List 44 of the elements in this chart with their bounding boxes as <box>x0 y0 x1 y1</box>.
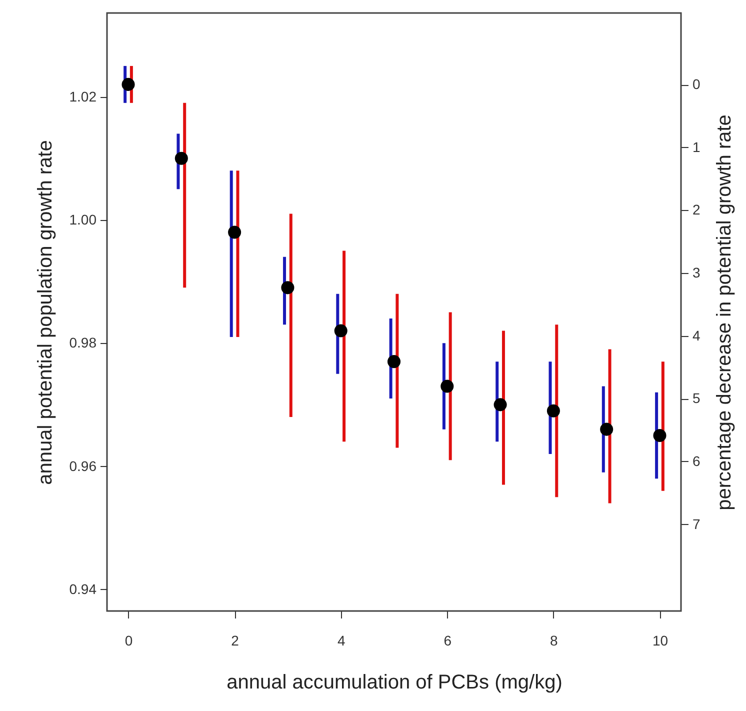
bar <box>555 324 558 498</box>
bar <box>289 214 292 418</box>
point <box>228 226 242 239</box>
point <box>174 152 188 165</box>
y2-tick-label: 3 <box>692 264 700 281</box>
y2-tick-label: 0 <box>692 76 700 92</box>
point <box>440 380 454 393</box>
y-tick-label: 0.96 <box>69 458 97 474</box>
point <box>494 398 507 412</box>
x-tick-label: 6 <box>444 632 452 648</box>
y2-tick-label: 7 <box>692 516 700 532</box>
point <box>600 422 614 436</box>
point <box>546 404 560 418</box>
x-tick-label: 8 <box>550 632 558 648</box>
x-tick-label: 2 <box>231 632 240 648</box>
y-axis-title: annual potential population growth rate <box>34 140 56 485</box>
y2-tick-label: 4 <box>692 327 700 344</box>
x-axis-title: annual accumulation of PCBs (mg/kg) <box>226 672 562 694</box>
point <box>281 281 294 294</box>
y-tick-label: 1.00 <box>69 211 97 228</box>
y-tick-label: 0.98 <box>69 334 97 351</box>
y2-tick-label: 2 <box>692 202 700 218</box>
bar <box>342 250 346 442</box>
y2-axis-title: percentage decrease in potential growth rate <box>713 114 736 510</box>
bar <box>230 170 233 337</box>
point <box>653 428 666 442</box>
y2-tick-label: 5 <box>692 390 700 406</box>
bar <box>661 362 664 491</box>
y-tick-label: 1.02 <box>69 88 97 104</box>
point <box>334 324 348 338</box>
bar <box>608 349 612 504</box>
x-tick-label: 0 <box>124 632 133 648</box>
y-tick-label: 0.94 <box>69 580 97 597</box>
bar <box>502 330 505 485</box>
x-tick-label: 4 <box>337 632 346 648</box>
point <box>122 78 135 91</box>
x-tick-label: 10 <box>652 632 668 648</box>
bar <box>236 170 240 337</box>
bar <box>183 102 186 288</box>
point <box>387 355 401 368</box>
bar <box>448 312 452 460</box>
y2-tick-label: 6 <box>692 453 700 469</box>
y2-tick-label: 1 <box>692 138 700 155</box>
bar <box>396 294 399 448</box>
